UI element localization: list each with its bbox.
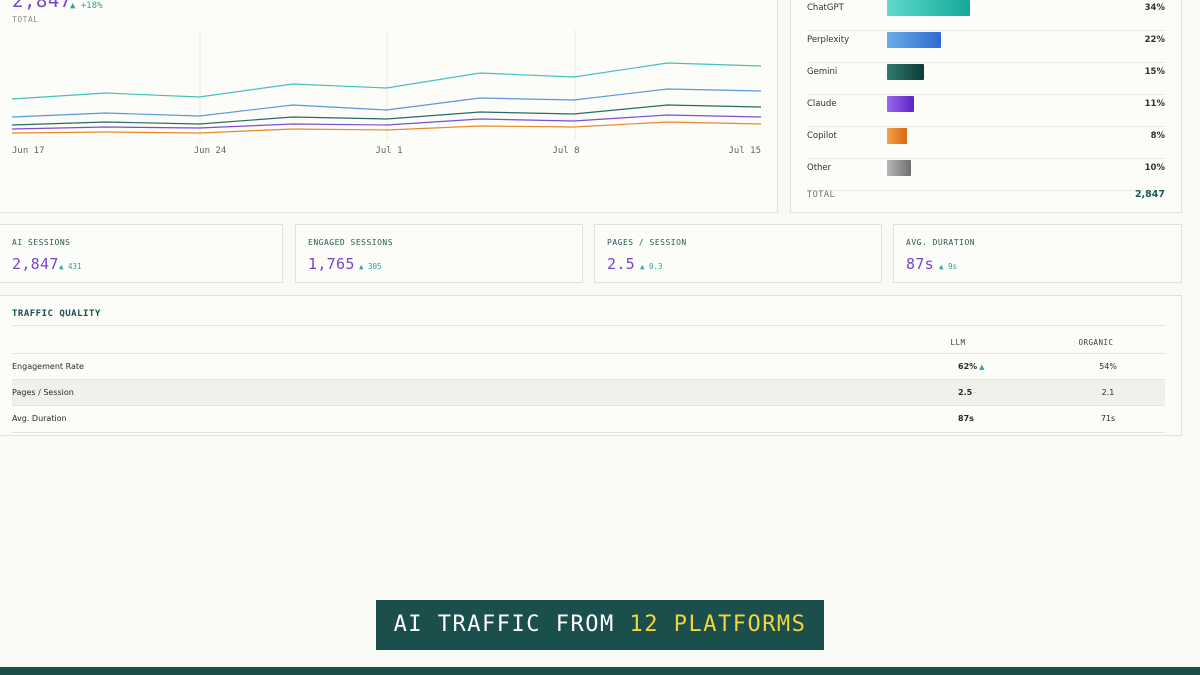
llm-value: 62% ▲ xyxy=(958,354,985,380)
trend-line-chart: Jun 17 Jun 24 Jul 1 Jul 8 Jul 15 xyxy=(11,30,762,156)
caption-banner: AI TRAFFIC FROM 12 PLATFORMS xyxy=(376,600,824,650)
table-row: Engagement Rate 62% ▲ 54% xyxy=(12,353,1165,380)
share-row-chatgpt[interactable]: ChatGPT 34% xyxy=(807,0,1165,31)
kpi-card-pages-per-session: PAGES / SESSION 2.5 ▲ 0.3 xyxy=(594,224,882,283)
organic-value: 71s xyxy=(1100,414,1116,423)
llm-value: 2.5 · xyxy=(958,380,976,406)
up-arrow-icon: ▲ xyxy=(979,363,985,371)
share-pct: 15% xyxy=(1144,67,1165,77)
x-tick-label: Jul 15 xyxy=(728,146,761,156)
kpi-card-engaged-sessions: ENGAGED SESSIONS 1,765 ▲ 305 xyxy=(295,224,583,283)
organic-value: 54% xyxy=(1099,362,1117,371)
organic-value: 2.1 xyxy=(1101,388,1115,397)
metric-name: Engagement Rate xyxy=(12,362,84,371)
x-tick-label: Jul 8 xyxy=(552,146,579,156)
share-row-gemini[interactable]: Gemini 15% xyxy=(807,62,1165,95)
column-header-llm: LLM xyxy=(950,338,966,347)
llm-value: 87s xyxy=(958,406,976,432)
share-pct: 34% xyxy=(1144,3,1165,13)
trend-chart-card: 2,847 ▲ +18% TOTAL Jun 17 Jun 24 Jul 1 J… xyxy=(0,0,778,213)
share-bar xyxy=(887,160,912,176)
kpi-value: 2,847 xyxy=(12,255,59,273)
share-pct: 8% xyxy=(1150,131,1165,141)
traffic-quality-card: TRAFFIC QUALITY LLM ORGANIC Engagement R… xyxy=(0,295,1182,436)
metric-name: Avg. Duration xyxy=(12,414,67,423)
kpi-card-ai-sessions: AI SESSIONS 2,847 ▲ 431 xyxy=(0,224,283,283)
share-bar xyxy=(887,0,970,16)
column-header-organic: ORGANIC xyxy=(1078,338,1114,347)
kpi-delta: ▲ 305 xyxy=(359,262,382,271)
kpi-value: 1,765 xyxy=(308,255,355,273)
trend-total-label: TOTAL xyxy=(12,15,39,24)
share-name: ChatGPT xyxy=(807,3,844,13)
share-row-claude[interactable]: Claude 11% xyxy=(807,94,1165,127)
bottom-bar xyxy=(0,667,1200,675)
share-name: Gemini xyxy=(807,67,838,77)
series-line-1 xyxy=(11,62,762,100)
series-line-5 xyxy=(11,121,762,134)
share-bar xyxy=(887,96,914,112)
share-name: Other xyxy=(807,163,832,173)
caption-highlight: 12 PLATFORMS xyxy=(629,612,807,637)
kpi-label: AI SESSIONS xyxy=(12,238,71,247)
share-row-perplexity[interactable]: Perplexity 22% xyxy=(807,30,1165,63)
share-name: Claude xyxy=(807,99,837,109)
kpi-delta: ▲ 0.3 xyxy=(640,262,663,271)
kpi-label: AVG. DURATION xyxy=(906,238,976,247)
kpi-card-avg-duration: AVG. DURATION 87s ▲ 9s xyxy=(893,224,1182,283)
share-total-value: 2,847 xyxy=(1134,189,1165,200)
kpi-delta: ▲ 9s xyxy=(939,262,958,271)
kpi-value: 87s xyxy=(906,255,934,273)
x-tick-label: Jun 24 xyxy=(194,146,227,156)
table-row: Avg. Duration 87s 71s xyxy=(12,405,1165,433)
llm-value-text: 62% xyxy=(958,362,978,371)
trend-delta: ▲ +18% xyxy=(70,1,103,11)
share-pct: 11% xyxy=(1144,99,1165,109)
share-name: Copilot xyxy=(807,131,837,141)
share-row-copilot[interactable]: Copilot 8% xyxy=(807,126,1165,159)
share-total-label: TOTAL xyxy=(807,190,836,200)
table-row: Pages / Session 2.5 · 2.1 xyxy=(12,379,1165,406)
series-line-3 xyxy=(11,104,762,126)
share-bar xyxy=(887,128,907,144)
share-name: Perplexity xyxy=(807,35,850,45)
share-pct: 10% xyxy=(1144,163,1165,173)
llm-value-text: 2.5 xyxy=(958,388,973,397)
series-line-2 xyxy=(11,88,762,118)
kpi-delta: ▲ 431 xyxy=(59,262,82,271)
caption-prefix: AI TRAFFIC FROM xyxy=(393,612,630,637)
share-pct: 22% xyxy=(1144,35,1165,45)
neutral-dot-icon: · xyxy=(974,389,977,397)
share-bar xyxy=(887,64,924,80)
share-bar xyxy=(887,32,941,48)
series-line-4 xyxy=(11,114,762,130)
kpi-value: 2.5 xyxy=(607,255,635,273)
traffic-quality-title: TRAFFIC QUALITY xyxy=(12,309,101,319)
trend-total-value: 2,847 xyxy=(12,0,72,12)
kpi-label: PAGES / SESSION xyxy=(607,238,687,247)
platform-share-card: ChatGPT 34% Perplexity 22% Gemini 15% Cl… xyxy=(790,0,1182,213)
kpi-label: ENGAGED SESSIONS xyxy=(308,238,394,247)
share-row-other[interactable]: Other 10% xyxy=(807,158,1165,191)
llm-value-text: 87s xyxy=(958,414,974,423)
x-tick-label: Jun 17 xyxy=(12,146,45,156)
x-tick-label: Jul 1 xyxy=(375,146,402,156)
header-divider xyxy=(12,325,1165,326)
metric-name: Pages / Session xyxy=(12,388,74,397)
